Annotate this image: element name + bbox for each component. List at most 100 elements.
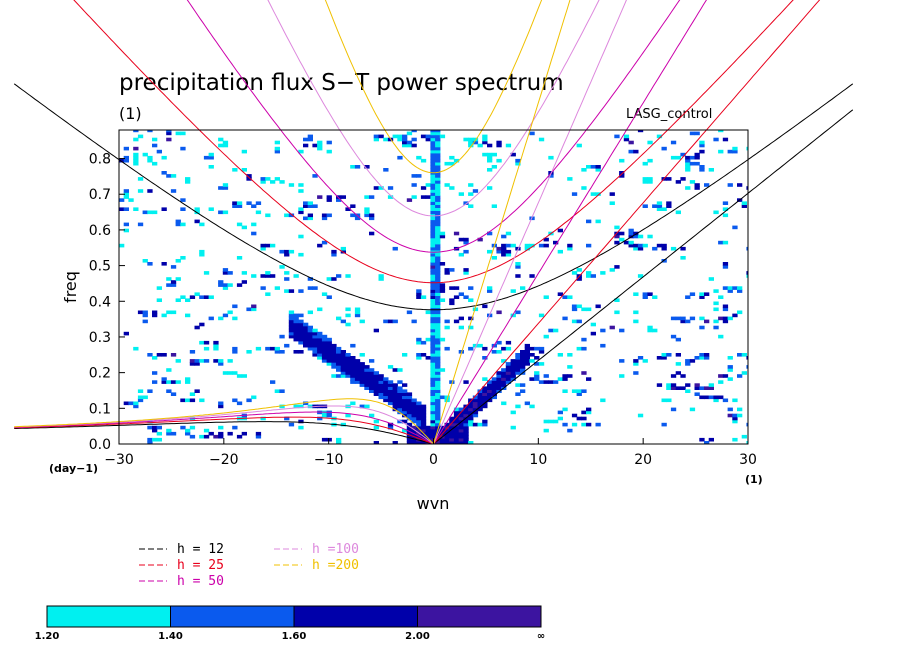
heatmap-cell <box>505 249 512 254</box>
heatmap-cell <box>586 377 592 381</box>
heatmap-cell <box>633 149 639 154</box>
heatmap-cell <box>326 213 332 218</box>
heatmap-cell <box>449 437 455 442</box>
heatmap-cell <box>312 286 318 290</box>
heatmap-cell <box>416 441 422 444</box>
heatmap-cell <box>557 416 563 421</box>
heatmap-cell <box>336 274 342 278</box>
heatmap-cell <box>501 249 507 254</box>
heatmap-cell <box>147 389 153 393</box>
heatmap-cell <box>411 398 417 403</box>
heatmap-cell <box>298 207 304 211</box>
heatmap-cell <box>567 365 573 369</box>
heatmap-cell <box>699 386 705 390</box>
heatmap-cell <box>227 271 233 275</box>
heatmap-cell <box>373 419 379 424</box>
heatmap-cell <box>317 350 323 354</box>
heatmap-cell <box>529 359 535 363</box>
heatmap-cell <box>609 201 615 205</box>
heatmap-cell <box>152 161 158 166</box>
heatmap-cell <box>222 283 229 287</box>
heatmap-cell <box>232 316 238 321</box>
heatmap-cell <box>727 289 733 293</box>
heatmap-cell <box>166 130 172 133</box>
heatmap-cell <box>369 386 375 390</box>
heatmap-cell <box>180 131 186 136</box>
heatmap-cell <box>350 374 356 378</box>
heatmap-cell <box>387 422 394 427</box>
heatmap-cell <box>529 353 535 357</box>
heatmap-cell <box>685 186 691 190</box>
heatmap-cell <box>180 398 186 403</box>
heatmap-cell <box>430 207 436 211</box>
heatmap-cell <box>430 386 436 390</box>
heatmap-cell <box>392 392 398 396</box>
heatmap-cell <box>430 395 436 400</box>
heatmap-cell <box>241 271 247 275</box>
heatmap-cell <box>307 213 313 218</box>
heatmap-cell <box>152 143 158 148</box>
heatmap-cell <box>303 216 309 221</box>
heatmap-cell <box>482 419 488 424</box>
heatmap-cell <box>746 146 748 151</box>
heatmap-cell <box>218 404 224 409</box>
heatmap-cell <box>510 374 516 378</box>
heatmap-cell <box>449 419 455 424</box>
heatmap-cell <box>241 225 247 230</box>
heatmap-cell <box>406 131 413 136</box>
heatmap-cell <box>435 441 441 444</box>
heatmap-cell <box>435 359 441 363</box>
heatmap-cell <box>505 377 512 381</box>
heatmap-cell <box>402 419 408 424</box>
heatmap-cell <box>241 280 247 284</box>
heatmap-cell <box>713 137 719 142</box>
heatmap-cell <box>416 416 422 421</box>
heatmap-cell <box>312 346 318 351</box>
heatmap-cell <box>142 310 148 315</box>
dispersion-curve <box>433 0 821 445</box>
heatmap-cell <box>430 377 436 381</box>
heatmap-cell <box>435 337 441 342</box>
heatmap-cell <box>345 274 351 278</box>
heatmap-cell <box>567 374 573 378</box>
heatmap-cell <box>515 392 521 396</box>
heatmap-cell <box>656 356 663 360</box>
heatmap-cell <box>411 319 417 324</box>
heatmap-cell <box>321 359 328 363</box>
heatmap-cell <box>704 292 710 296</box>
colorbar-segment <box>417 605 542 628</box>
heatmap-cell <box>435 180 441 184</box>
heatmap-cell <box>463 428 469 433</box>
heatmap-cell <box>185 380 191 384</box>
heatmap-cell <box>727 149 733 154</box>
heatmap-cell <box>199 398 205 403</box>
heatmap-cell <box>524 359 530 363</box>
heatmap-cell <box>685 389 691 393</box>
heatmap-cell <box>430 322 436 327</box>
heatmap-cell <box>246 201 252 205</box>
x-tick-label: −20 <box>209 452 239 468</box>
heatmap-cell <box>501 346 507 351</box>
heatmap-cell <box>416 295 422 299</box>
heatmap-cell <box>284 343 290 348</box>
heatmap-cell <box>321 413 328 418</box>
heatmap-cell <box>406 428 413 433</box>
heatmap-cell <box>420 407 427 412</box>
heatmap-cell <box>307 286 313 290</box>
heatmap-cell <box>505 368 512 372</box>
heatmap-cell <box>156 437 162 442</box>
heatmap-cell <box>255 210 262 215</box>
heatmap-cell <box>411 441 417 444</box>
heatmap-cell <box>288 289 295 293</box>
dispersion-curve <box>267 0 600 217</box>
heatmap-cell <box>364 404 370 409</box>
heatmap-cell <box>435 143 441 148</box>
heatmap-cell <box>722 319 729 324</box>
heatmap-cell <box>288 316 295 321</box>
heatmap-cell <box>722 262 729 266</box>
heatmap-cell <box>430 328 436 333</box>
heatmap-cell <box>170 380 177 384</box>
heatmap-cell <box>350 371 356 375</box>
heatmap-cell <box>435 343 441 348</box>
heatmap-cell <box>449 301 455 306</box>
